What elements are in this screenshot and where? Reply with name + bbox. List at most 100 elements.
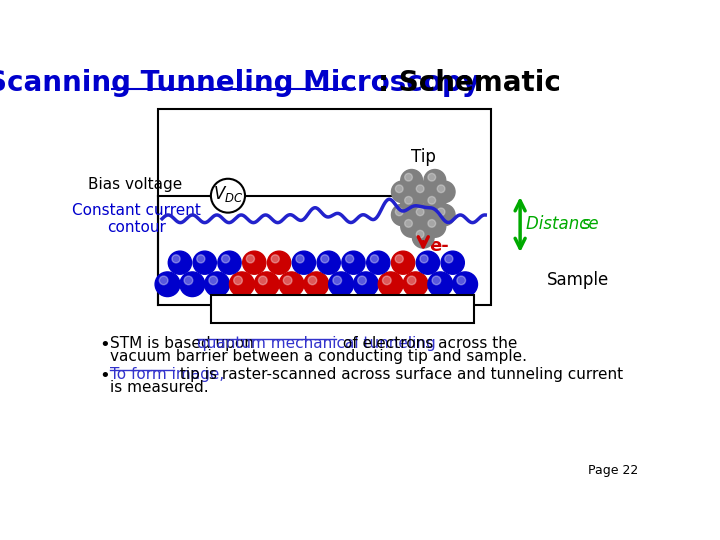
Text: Sample: Sample bbox=[547, 272, 610, 289]
Text: vacuum barrier between a conducting tip and sample.: vacuum barrier between a conducting tip … bbox=[110, 349, 527, 364]
Text: •: • bbox=[99, 367, 110, 384]
Circle shape bbox=[209, 276, 217, 285]
Circle shape bbox=[254, 272, 279, 296]
Circle shape bbox=[204, 272, 230, 296]
Circle shape bbox=[246, 255, 254, 263]
Circle shape bbox=[413, 204, 434, 226]
Circle shape bbox=[405, 220, 413, 227]
Circle shape bbox=[395, 185, 403, 193]
Circle shape bbox=[457, 276, 466, 285]
Circle shape bbox=[222, 255, 230, 263]
Bar bbox=[158, 109, 492, 305]
Circle shape bbox=[155, 272, 180, 296]
Circle shape bbox=[433, 181, 455, 202]
Circle shape bbox=[258, 276, 267, 285]
Circle shape bbox=[292, 251, 315, 274]
Text: To form image,: To form image, bbox=[110, 367, 225, 382]
Circle shape bbox=[416, 231, 424, 238]
Circle shape bbox=[366, 251, 390, 274]
Circle shape bbox=[197, 255, 205, 263]
Circle shape bbox=[413, 226, 434, 248]
Circle shape bbox=[243, 251, 266, 274]
Circle shape bbox=[193, 251, 216, 274]
Text: •: • bbox=[99, 336, 110, 354]
Circle shape bbox=[437, 208, 445, 215]
Circle shape bbox=[180, 272, 204, 296]
Circle shape bbox=[342, 251, 365, 274]
Circle shape bbox=[333, 276, 341, 285]
Text: -2κs: -2κs bbox=[417, 299, 447, 312]
Circle shape bbox=[317, 251, 341, 274]
Text: tip is raster-scanned across surface and tunneling current: tip is raster-scanned across surface and… bbox=[175, 367, 624, 382]
Circle shape bbox=[416, 251, 439, 274]
Circle shape bbox=[304, 272, 329, 296]
Circle shape bbox=[168, 251, 192, 274]
Text: e-: e- bbox=[429, 237, 449, 255]
Circle shape bbox=[424, 215, 446, 237]
Circle shape bbox=[401, 215, 423, 237]
Circle shape bbox=[405, 197, 413, 204]
Circle shape bbox=[401, 170, 423, 191]
Circle shape bbox=[234, 276, 243, 285]
Circle shape bbox=[413, 181, 434, 202]
Text: Page 22: Page 22 bbox=[588, 464, 639, 477]
Circle shape bbox=[424, 170, 446, 191]
Text: Tunneling current ≈ e: Tunneling current ≈ e bbox=[280, 300, 475, 318]
Circle shape bbox=[428, 272, 453, 296]
Circle shape bbox=[416, 185, 424, 193]
Circle shape bbox=[267, 251, 291, 274]
Circle shape bbox=[437, 185, 445, 193]
Circle shape bbox=[392, 251, 415, 274]
Circle shape bbox=[401, 193, 423, 214]
Circle shape bbox=[416, 208, 424, 215]
Circle shape bbox=[395, 208, 403, 215]
Circle shape bbox=[428, 173, 436, 181]
Circle shape bbox=[382, 276, 391, 285]
Text: STM is based upon: STM is based upon bbox=[110, 336, 259, 351]
Circle shape bbox=[271, 255, 279, 263]
Circle shape bbox=[403, 272, 428, 296]
Circle shape bbox=[453, 272, 477, 296]
Circle shape bbox=[184, 276, 193, 285]
Circle shape bbox=[218, 251, 241, 274]
Circle shape bbox=[296, 255, 304, 263]
Circle shape bbox=[308, 276, 317, 285]
Text: quantum mechanical tunneling: quantum mechanical tunneling bbox=[197, 336, 436, 351]
Text: Constant current
contour: Constant current contour bbox=[72, 202, 201, 235]
Text: Distance: Distance bbox=[526, 215, 604, 233]
Circle shape bbox=[428, 197, 436, 204]
Text: Tip: Tip bbox=[411, 148, 436, 166]
Circle shape bbox=[424, 193, 446, 214]
Text: $V_{DC}$: $V_{DC}$ bbox=[212, 184, 243, 204]
Circle shape bbox=[370, 255, 379, 263]
Circle shape bbox=[420, 255, 428, 263]
Circle shape bbox=[320, 255, 329, 263]
Circle shape bbox=[211, 179, 245, 213]
Circle shape bbox=[159, 276, 168, 285]
FancyBboxPatch shape bbox=[211, 295, 474, 323]
Circle shape bbox=[279, 272, 304, 296]
Circle shape bbox=[354, 272, 378, 296]
Text: Scanning Tunneling Microscopy: Scanning Tunneling Microscopy bbox=[0, 69, 480, 97]
Circle shape bbox=[445, 255, 453, 263]
Circle shape bbox=[433, 204, 455, 226]
Text: Bias voltage: Bias voltage bbox=[88, 177, 182, 192]
Circle shape bbox=[329, 272, 354, 296]
Text: s: s bbox=[582, 215, 590, 233]
Circle shape bbox=[408, 276, 416, 285]
Circle shape bbox=[395, 255, 403, 263]
Circle shape bbox=[283, 276, 292, 285]
Circle shape bbox=[346, 255, 354, 263]
Circle shape bbox=[441, 251, 464, 274]
Circle shape bbox=[230, 272, 254, 296]
Circle shape bbox=[428, 220, 436, 227]
Text: : Schematic: : Schematic bbox=[378, 69, 561, 97]
Text: of electrons across the: of electrons across the bbox=[338, 336, 518, 351]
Circle shape bbox=[392, 204, 413, 226]
Circle shape bbox=[378, 272, 403, 296]
Circle shape bbox=[172, 255, 180, 263]
Circle shape bbox=[358, 276, 366, 285]
Circle shape bbox=[432, 276, 441, 285]
Text: is measured.: is measured. bbox=[110, 380, 209, 395]
Circle shape bbox=[392, 181, 413, 202]
